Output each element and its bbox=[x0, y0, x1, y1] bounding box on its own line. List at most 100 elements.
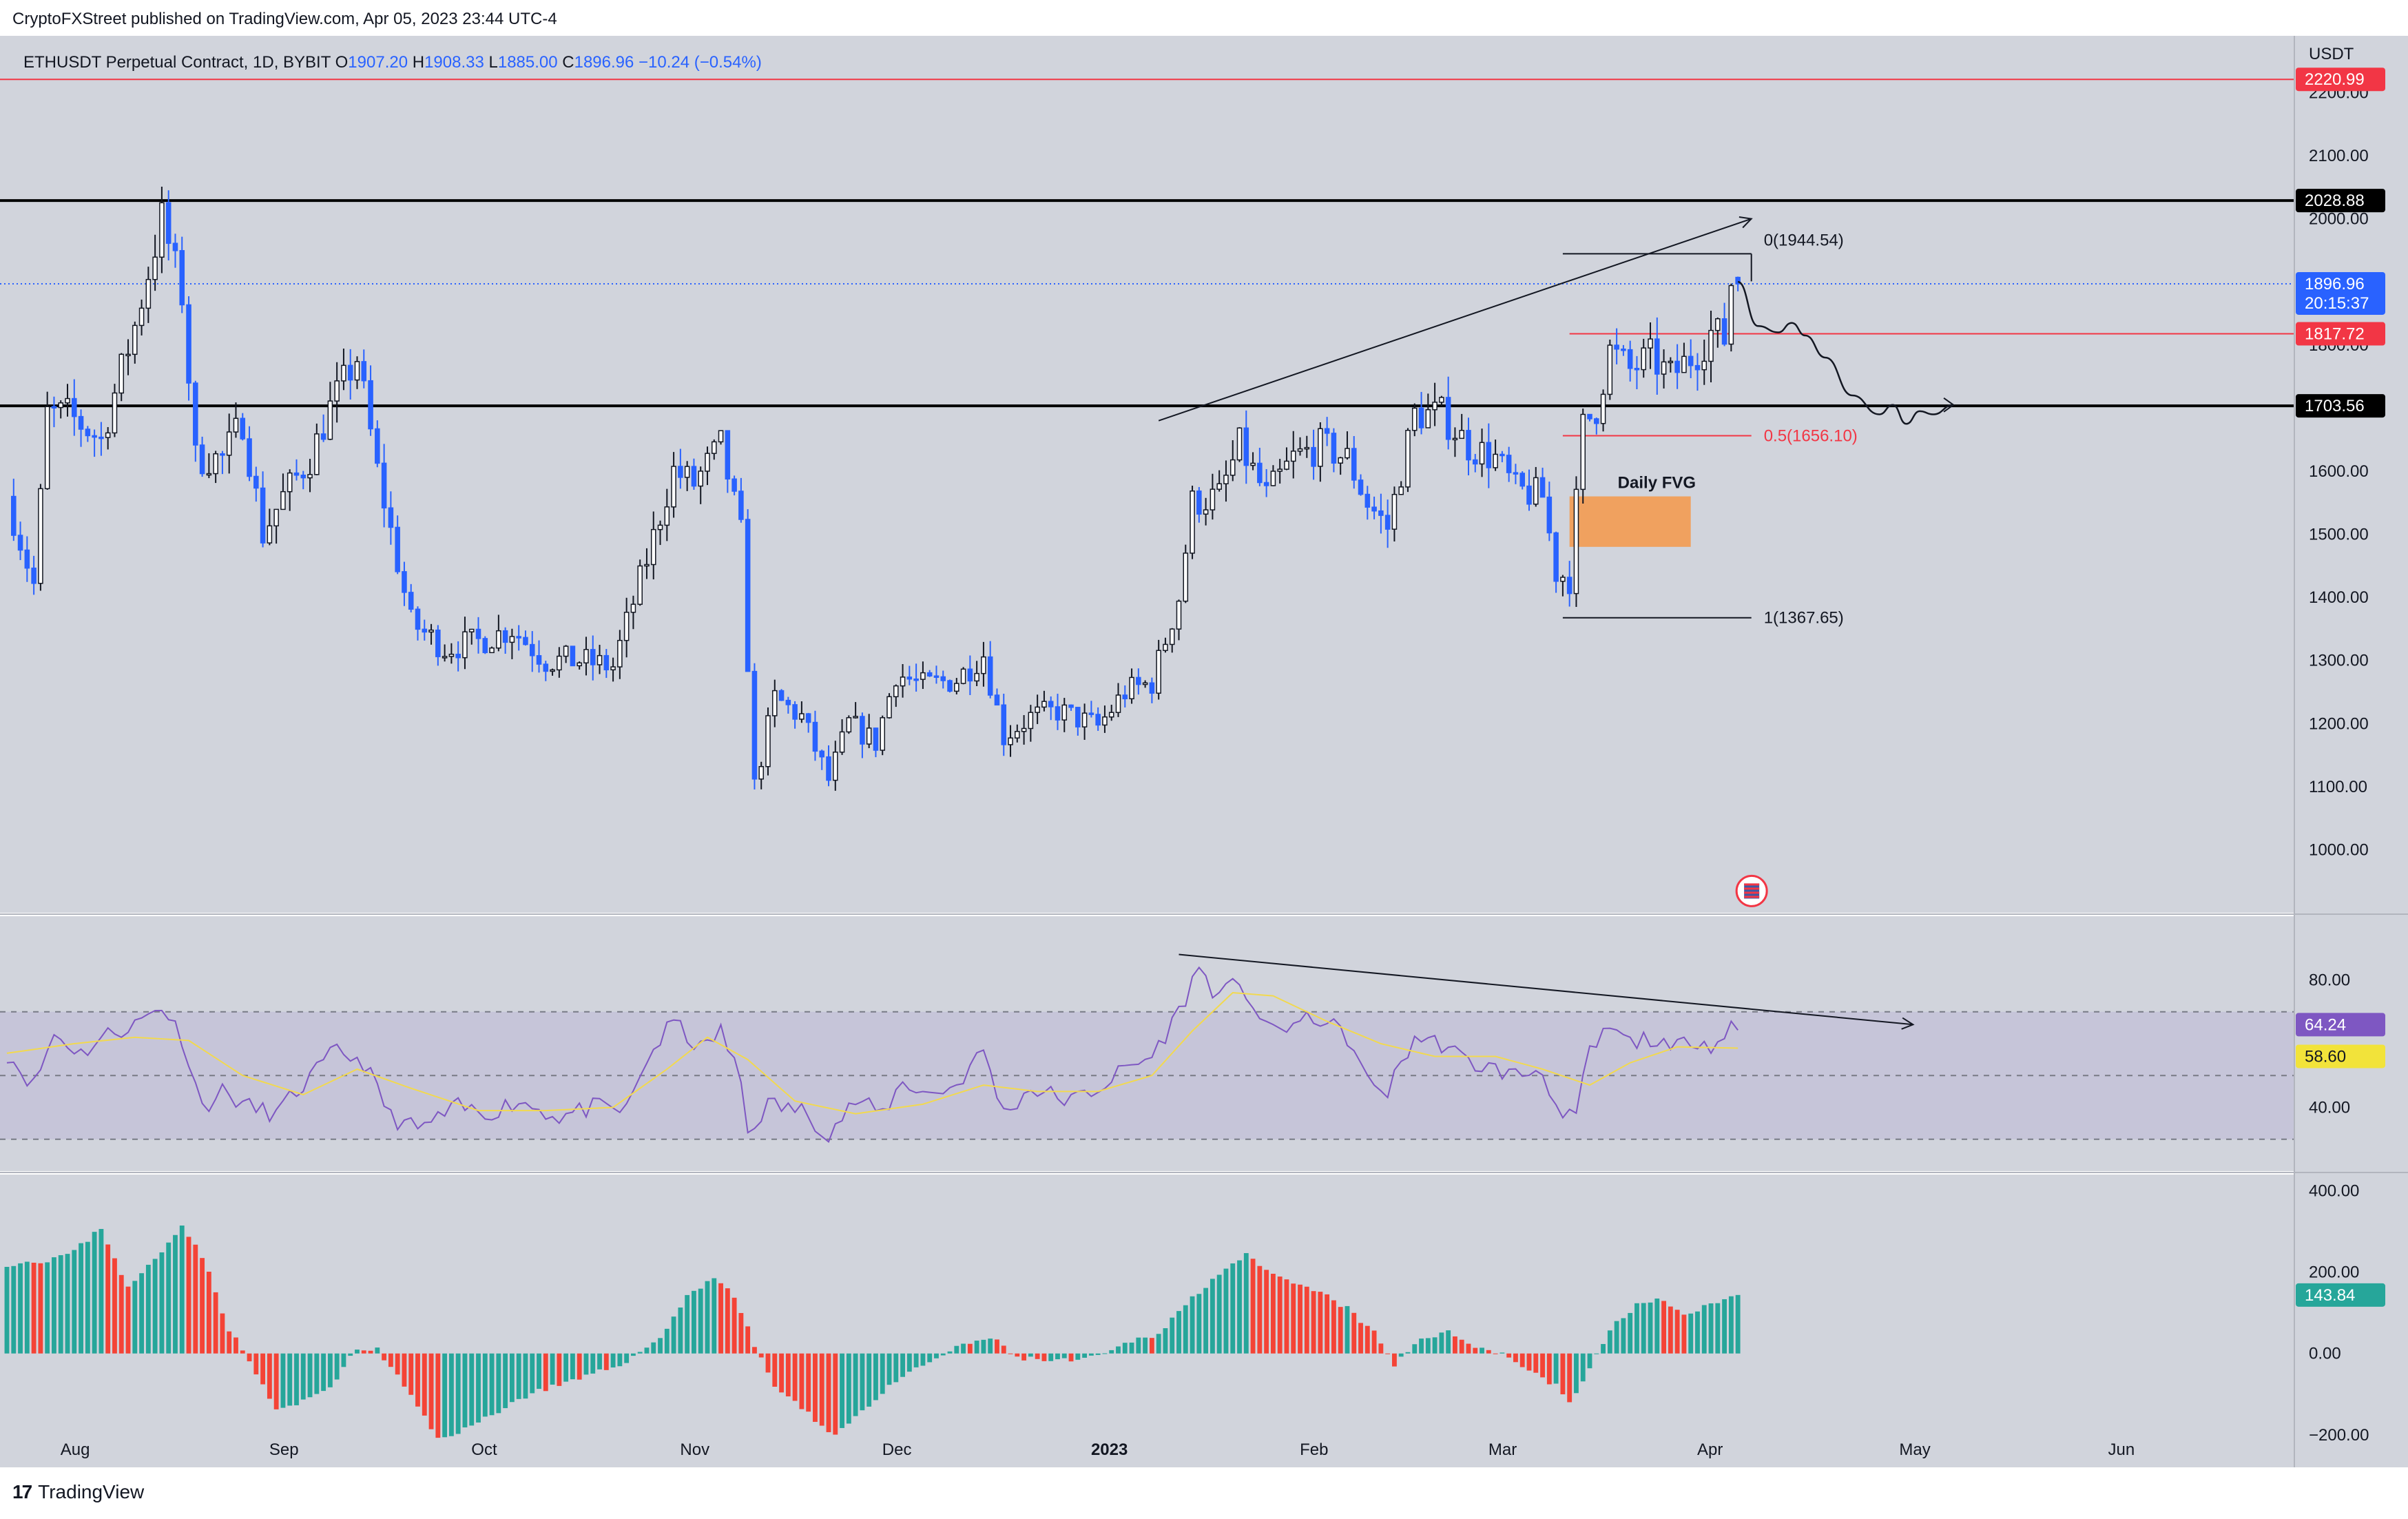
candle-body[interactable] bbox=[557, 655, 562, 671]
macd-bar[interactable] bbox=[583, 1353, 589, 1375]
candle-body[interactable] bbox=[778, 690, 785, 701]
candle-body[interactable] bbox=[1216, 483, 1222, 490]
candle-body[interactable] bbox=[206, 473, 212, 476]
macd-bar[interactable] bbox=[118, 1274, 124, 1354]
macd-bar[interactable] bbox=[375, 1347, 380, 1354]
candle-body[interactable] bbox=[933, 675, 940, 678]
macd-bar[interactable] bbox=[1028, 1353, 1033, 1357]
candle-body[interactable] bbox=[1048, 701, 1054, 707]
macd-bar[interactable] bbox=[1587, 1353, 1592, 1369]
macd-bar[interactable] bbox=[1364, 1325, 1370, 1354]
macd-bar[interactable] bbox=[1075, 1353, 1081, 1360]
macd-bar[interactable] bbox=[718, 1283, 723, 1354]
candle-body[interactable] bbox=[1728, 285, 1734, 345]
candle-body[interactable] bbox=[1681, 355, 1687, 373]
macd-bar[interactable] bbox=[1540, 1353, 1545, 1378]
candle-body[interactable] bbox=[428, 629, 434, 633]
candle-body[interactable] bbox=[334, 380, 340, 402]
macd-bar[interactable] bbox=[610, 1353, 616, 1368]
macd-bar[interactable] bbox=[1405, 1352, 1411, 1354]
macd-bar[interactable] bbox=[1136, 1337, 1141, 1354]
candle-body[interactable] bbox=[954, 683, 959, 692]
candle-body[interactable] bbox=[1068, 704, 1074, 708]
macd-bar[interactable] bbox=[395, 1353, 400, 1375]
candle-body[interactable] bbox=[1519, 473, 1526, 487]
macd-bar[interactable] bbox=[1419, 1339, 1424, 1354]
macd-bar[interactable] bbox=[469, 1353, 475, 1426]
macd-bar[interactable] bbox=[4, 1266, 10, 1354]
candle-body[interactable] bbox=[31, 567, 37, 584]
macd-bar[interactable] bbox=[893, 1353, 899, 1383]
candle-body[interactable] bbox=[792, 704, 798, 720]
candle-body[interactable] bbox=[1493, 453, 1498, 468]
macd-bar[interactable] bbox=[731, 1297, 737, 1354]
candle-body[interactable] bbox=[705, 453, 710, 472]
candle-body[interactable] bbox=[671, 466, 676, 508]
candle-body[interactable] bbox=[1176, 600, 1182, 630]
macd-bar[interactable] bbox=[489, 1353, 495, 1416]
macd-bar[interactable] bbox=[112, 1258, 117, 1354]
candle-body[interactable] bbox=[213, 453, 218, 475]
candle-body[interactable] bbox=[247, 438, 252, 477]
candle-body[interactable] bbox=[1553, 532, 1559, 582]
candle-body[interactable] bbox=[72, 397, 77, 417]
candle-body[interactable] bbox=[785, 699, 791, 705]
candle-body[interactable] bbox=[1149, 682, 1155, 694]
macd-bar[interactable] bbox=[402, 1353, 407, 1387]
candle-body[interactable] bbox=[1270, 471, 1276, 486]
candle-body[interactable] bbox=[583, 649, 589, 664]
candle-body[interactable] bbox=[159, 202, 165, 258]
candle-body[interactable] bbox=[1055, 706, 1061, 721]
candle-body[interactable] bbox=[1721, 318, 1727, 345]
candle-body[interactable] bbox=[1418, 407, 1424, 428]
candle-body[interactable] bbox=[1573, 488, 1579, 595]
candle-body[interactable] bbox=[381, 462, 387, 508]
candle-body[interactable] bbox=[1384, 515, 1391, 530]
candle-body[interactable] bbox=[354, 361, 360, 381]
macd-bar[interactable] bbox=[173, 1234, 178, 1354]
macd-bar[interactable] bbox=[1216, 1274, 1222, 1354]
candle-body[interactable] bbox=[220, 453, 225, 456]
candle-body[interactable] bbox=[805, 713, 811, 723]
candle-body[interactable] bbox=[138, 307, 145, 327]
macd-bar[interactable] bbox=[1486, 1350, 1491, 1354]
fvg-zone[interactable] bbox=[1569, 496, 1691, 547]
candle-body[interactable] bbox=[833, 752, 838, 781]
macd-bar[interactable] bbox=[31, 1262, 37, 1354]
candle-body[interactable] bbox=[1129, 676, 1134, 700]
candle-body[interactable] bbox=[906, 676, 913, 680]
price-trendline[interactable] bbox=[1158, 218, 1752, 422]
candle-body[interactable] bbox=[226, 431, 232, 456]
candle-body[interactable] bbox=[678, 466, 683, 478]
candle-body[interactable] bbox=[913, 678, 919, 681]
macd-bar[interactable] bbox=[860, 1353, 865, 1411]
candle-body[interactable] bbox=[765, 715, 771, 767]
candle-body[interactable] bbox=[1142, 682, 1148, 685]
macd-bar[interactable] bbox=[132, 1281, 138, 1354]
price-tag-0-bg[interactable] bbox=[2296, 68, 2385, 92]
candle-body[interactable] bbox=[529, 643, 535, 657]
macd-bar[interactable] bbox=[833, 1353, 838, 1435]
candle-body[interactable] bbox=[1075, 707, 1081, 727]
candle-body[interactable] bbox=[853, 716, 858, 719]
candle-body[interactable] bbox=[657, 524, 663, 530]
macd-bar[interactable] bbox=[1412, 1344, 1418, 1354]
macd-bar[interactable] bbox=[1432, 1337, 1437, 1354]
macd-bar[interactable] bbox=[1015, 1353, 1020, 1357]
macd-bar[interactable] bbox=[873, 1353, 878, 1401]
macd-bar[interactable] bbox=[1203, 1288, 1209, 1354]
candle-body[interactable] bbox=[1223, 475, 1229, 484]
candle-body[interactable] bbox=[920, 672, 926, 680]
candle-body[interactable] bbox=[1345, 448, 1350, 459]
candle-body[interactable] bbox=[1115, 694, 1121, 713]
candle-body[interactable] bbox=[839, 731, 845, 753]
candle-body[interactable] bbox=[1472, 459, 1478, 465]
candle-body[interactable] bbox=[994, 694, 1000, 706]
macd-bar[interactable] bbox=[1701, 1305, 1707, 1354]
candle-body[interactable] bbox=[509, 636, 515, 643]
macd-bar[interactable] bbox=[152, 1259, 158, 1354]
macd-bar[interactable] bbox=[664, 1328, 670, 1354]
candle-body[interactable] bbox=[1668, 360, 1674, 364]
candle-body[interactable] bbox=[725, 430, 731, 480]
candle-body[interactable] bbox=[1526, 485, 1532, 505]
